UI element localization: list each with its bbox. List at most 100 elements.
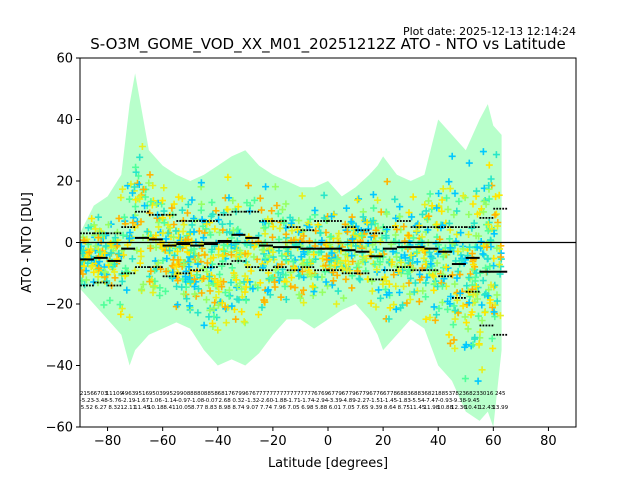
std-dot xyxy=(485,217,488,219)
scatter-point xyxy=(184,209,191,217)
scatter-point xyxy=(485,286,493,294)
bin-stat-label: 7823 xyxy=(452,391,466,397)
scatter-point xyxy=(218,220,226,228)
scatter-point xyxy=(234,225,242,233)
bin-stat-label: 8880 xyxy=(190,391,204,397)
scatter-point xyxy=(242,296,250,304)
std-dot xyxy=(119,232,122,235)
scatter-point xyxy=(309,283,317,291)
scatter-point xyxy=(461,375,469,383)
scatter-point xyxy=(282,230,290,238)
std-dot xyxy=(275,266,278,268)
scatter-point xyxy=(486,263,494,270)
scatter-point xyxy=(331,261,339,269)
scatter-point xyxy=(391,237,399,245)
scatter-point xyxy=(334,256,342,264)
scatter-point xyxy=(328,249,336,257)
std-dot xyxy=(441,226,443,228)
scatter-point xyxy=(427,260,435,268)
std-dot xyxy=(364,229,367,232)
scatter-point xyxy=(426,190,434,198)
std-dot xyxy=(202,220,204,222)
scatter-point xyxy=(225,292,233,300)
scatter-point xyxy=(291,264,299,272)
bin-stat-label: -0.93 xyxy=(438,398,453,404)
scatter-point xyxy=(224,205,232,213)
scatter-point xyxy=(295,291,303,299)
scatter-point xyxy=(211,225,219,233)
scatter-point xyxy=(140,185,148,193)
std-dot xyxy=(488,217,491,219)
std-dot xyxy=(160,266,163,268)
scatter-point xyxy=(191,275,199,283)
scatter-point xyxy=(254,237,262,245)
std-dot xyxy=(119,284,122,287)
scatter-point xyxy=(282,271,290,279)
scatter-point xyxy=(170,200,178,208)
std-dot xyxy=(350,226,353,228)
std-dot xyxy=(89,284,91,287)
scatter-point xyxy=(317,248,325,256)
scatter-point xyxy=(135,172,142,180)
std-dot xyxy=(450,275,452,278)
std-dot xyxy=(284,266,287,268)
bin-stat-label: -3.39 xyxy=(328,398,343,404)
scatter-point xyxy=(238,285,246,293)
scatter-point xyxy=(472,232,480,240)
scatter-point xyxy=(200,321,208,329)
scatter-point xyxy=(410,234,417,242)
std-dot xyxy=(482,217,485,219)
scatter-point xyxy=(160,184,168,192)
std-dot xyxy=(499,207,502,210)
scatter-point xyxy=(340,294,348,302)
scatter-point xyxy=(383,210,391,218)
std-dot xyxy=(334,220,336,222)
scatter-point xyxy=(422,315,430,323)
scatter-point xyxy=(118,305,126,313)
std-dot xyxy=(110,232,113,235)
scatter-point xyxy=(191,216,199,224)
scatter-point xyxy=(136,195,144,203)
scatter-point xyxy=(444,205,452,213)
scatter-point xyxy=(187,247,195,254)
scatter-point xyxy=(334,287,342,295)
std-dot xyxy=(355,229,358,232)
scatter-point xyxy=(473,295,481,303)
std-dot xyxy=(389,226,391,228)
scatter-point xyxy=(250,253,258,261)
scatter-point xyxy=(410,288,418,296)
std-dot xyxy=(471,226,474,228)
scatter-point xyxy=(247,267,255,275)
scatter-point xyxy=(245,233,253,241)
scatter-point xyxy=(494,222,501,230)
scatter-point xyxy=(354,267,361,275)
std-dot xyxy=(347,272,350,275)
scatter-point xyxy=(168,204,176,212)
scatter-point xyxy=(453,207,461,215)
scatter-point xyxy=(138,191,146,199)
scatter-point xyxy=(392,222,399,230)
std-dot xyxy=(182,220,185,222)
scatter-point xyxy=(229,227,237,234)
std-dot xyxy=(392,226,394,228)
scatter-point xyxy=(479,250,487,258)
bin-stat-label: 7777 xyxy=(259,391,273,397)
std-dot xyxy=(151,213,154,216)
scatter-point xyxy=(107,239,115,247)
scatter-point xyxy=(488,225,496,233)
scatter-point xyxy=(349,235,356,243)
std-dot xyxy=(447,275,449,278)
scatter-point xyxy=(209,254,217,262)
scatter-point xyxy=(461,313,469,321)
scatter-point xyxy=(249,285,257,293)
std-dot xyxy=(86,232,88,235)
scatter-point xyxy=(280,219,288,227)
scatter-point xyxy=(450,211,458,219)
scatter-point xyxy=(401,251,409,259)
std-dot xyxy=(292,226,295,228)
scatter-point xyxy=(125,235,133,243)
scatter-point xyxy=(244,261,251,269)
scatter-point xyxy=(485,161,493,169)
scatter-point xyxy=(275,247,283,255)
scatter-point xyxy=(203,220,211,228)
